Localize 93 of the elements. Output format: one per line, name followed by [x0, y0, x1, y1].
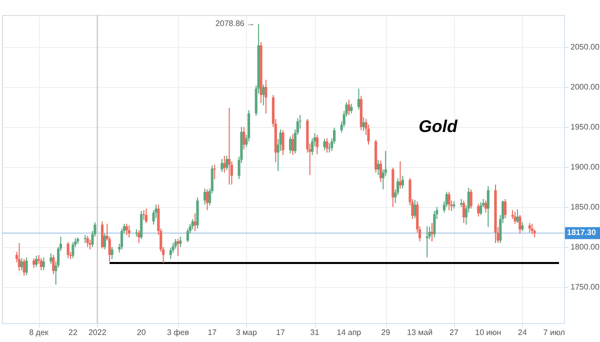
ref-line-label: 1817.30 [567, 228, 596, 238]
candlestick [398, 160, 402, 190]
candlestick [204, 188, 206, 206]
candlestick [103, 232, 106, 250]
candlestick [282, 130, 284, 156]
candlestick [262, 84, 265, 106]
x-tick-label: 13 май [407, 328, 433, 337]
candlestick [35, 255, 38, 268]
candlestick [174, 238, 177, 250]
candlestick [486, 186, 490, 228]
x-tick-label: 8 дек [29, 328, 49, 337]
candlestick [291, 134, 294, 156]
x-tick-label: 7 июл [543, 328, 566, 337]
candlestick [480, 202, 482, 216]
x-tick-label: 10 июн [475, 328, 502, 337]
candlestick [401, 175, 404, 190]
candlestick [316, 134, 318, 155]
x-tick-label: 22 [68, 328, 78, 337]
candlestick [206, 188, 209, 211]
candlestick [25, 256, 28, 276]
candlestick [470, 188, 472, 210]
candlestick [311, 138, 314, 156]
candlestick [448, 191, 450, 211]
candlestick [140, 210, 143, 240]
candlestick [379, 160, 382, 183]
candlestick [348, 99, 350, 116]
x-tick-label: 20 [136, 328, 146, 337]
y-tick-label: 2050.00 [570, 42, 600, 52]
candlestick [530, 223, 534, 235]
candlestick [191, 218, 194, 230]
x-tick-label: 27 [450, 328, 459, 337]
candlestick [376, 159, 380, 176]
candlestick [414, 199, 416, 219]
candlestick [18, 242, 21, 272]
candlestick [228, 107, 231, 186]
candlestick [242, 126, 246, 150]
y-tick-label: 1750.00 [570, 282, 600, 292]
candlestick [350, 103, 353, 114]
candlestick [326, 138, 328, 154]
annotation: 2078.86 → [215, 18, 255, 28]
candlestick [32, 258, 36, 268]
annotation: Gold [418, 117, 458, 136]
candlestick [142, 210, 146, 220]
candlestick [125, 223, 128, 236]
candlestick [528, 222, 531, 234]
x-tick-label: 31 [310, 328, 320, 337]
candlestick [220, 158, 224, 172]
y-tick-label: 1900.00 [570, 162, 600, 172]
candlestick [20, 258, 23, 271]
candlestick [110, 246, 114, 260]
x-tick-label: 2022 [88, 328, 107, 337]
y-tick-label: 1950.00 [570, 122, 600, 132]
candlestick [504, 198, 507, 219]
candlestick [433, 210, 436, 238]
candlestick [86, 235, 89, 248]
candlestick [264, 79, 268, 114]
candlestick [42, 256, 45, 271]
candlestick [223, 155, 226, 174]
candlestick [144, 208, 148, 224]
candlestick [462, 200, 466, 224]
candlestick [186, 228, 190, 243]
candlestick [169, 247, 172, 260]
candlestick [289, 136, 292, 154]
candlestick [72, 242, 74, 259]
x-tick-label: 17 [208, 328, 218, 337]
candlestick [518, 214, 522, 234]
x-tick-label: 29 [381, 328, 391, 337]
x-tick-label: 17 [276, 328, 286, 337]
x-tick-label: 3 фев [166, 328, 189, 337]
candlestick [128, 224, 130, 238]
candlestick [52, 254, 55, 275]
candlestick [66, 242, 70, 259]
candlestick [226, 155, 228, 171]
candlestick [100, 220, 104, 250]
y-tick-label: 2000.00 [570, 82, 600, 92]
candlestick [213, 164, 216, 180]
candlestick [179, 236, 182, 248]
y-tick-label: 1800.00 [570, 242, 600, 252]
candlestick [516, 208, 519, 224]
candlestick [50, 252, 52, 264]
candlestick [484, 200, 488, 214]
x-tick-label: 24 [518, 328, 528, 337]
candlestick [40, 258, 42, 271]
candlestick [477, 203, 480, 218]
candlestick [323, 138, 326, 151]
x-tick-label: 3 мар [236, 328, 258, 337]
candlestick [514, 211, 516, 224]
candlestick [138, 230, 140, 244]
y-tick-label: 1850.00 [570, 202, 600, 212]
candlestick [176, 238, 180, 256]
candlestick [357, 88, 360, 110]
x-tick-label: 14 апр [336, 328, 362, 337]
candlestick [120, 228, 124, 250]
